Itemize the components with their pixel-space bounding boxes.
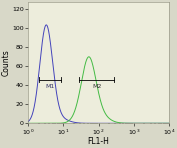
Text: M1: M1 [45,84,54,89]
Text: M2: M2 [92,84,101,89]
Y-axis label: Counts: Counts [2,49,11,76]
X-axis label: FL1-H: FL1-H [88,137,109,146]
